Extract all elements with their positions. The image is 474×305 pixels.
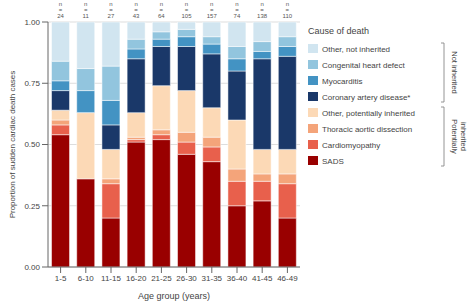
svg-text:Congenital heart defect: Congenital heart defect xyxy=(322,61,406,70)
svg-text:n=157: n=157 xyxy=(207,1,218,19)
svg-text:SADS: SADS xyxy=(322,157,344,166)
svg-text:n=64: n=64 xyxy=(158,1,165,19)
svg-text:21-25: 21-25 xyxy=(151,274,172,283)
svg-text:Not inherited: Not inherited xyxy=(450,51,459,94)
svg-text:46-49: 46-49 xyxy=(277,274,298,283)
svg-text:36-40: 36-40 xyxy=(227,274,248,283)
svg-text:Age group (years): Age group (years) xyxy=(138,291,210,301)
svg-text:0.75: 0.75 xyxy=(24,79,40,88)
svg-text:Thoracic aortic dissection: Thoracic aortic dissection xyxy=(322,125,412,134)
svg-text:n=43: n=43 xyxy=(133,1,140,19)
svg-text:Cardiomyopathy: Cardiomyopathy xyxy=(322,141,380,150)
svg-text:6-10: 6-10 xyxy=(78,274,95,283)
svg-text:1.00: 1.00 xyxy=(24,18,40,27)
svg-text:Myocarditis: Myocarditis xyxy=(322,77,362,86)
svg-text:Other, potentially inherited: Other, potentially inherited xyxy=(322,109,415,118)
svg-text:16-20: 16-20 xyxy=(126,274,147,283)
svg-text:Potentiallyinherited: Potentiallyinherited xyxy=(450,119,466,154)
svg-text:26-30: 26-30 xyxy=(176,274,197,283)
svg-text:11-15: 11-15 xyxy=(101,274,121,283)
svg-text:31-35: 31-35 xyxy=(202,274,223,283)
svg-text:1-5: 1-5 xyxy=(55,274,67,283)
svg-text:n=110: n=110 xyxy=(283,1,293,19)
svg-text:Other, not inherited: Other, not inherited xyxy=(322,45,390,54)
svg-text:n=24: n=24 xyxy=(57,1,64,19)
svg-text:n=105: n=105 xyxy=(182,1,193,19)
svg-text:n=27: n=27 xyxy=(108,1,115,19)
svg-text:0.00: 0.00 xyxy=(24,263,40,272)
svg-text:Cause of death: Cause of death xyxy=(308,26,369,36)
svg-text:41-45: 41-45 xyxy=(252,274,273,283)
svg-text:0.50: 0.50 xyxy=(24,140,40,149)
svg-text:Proportion of sudden cardiac d: Proportion of sudden cardiac death cases xyxy=(8,71,17,219)
svg-text:0.25: 0.25 xyxy=(24,202,40,211)
svg-text:n=74: n=74 xyxy=(234,1,241,19)
svg-text:n=11: n=11 xyxy=(83,1,90,19)
svg-text:n=138: n=138 xyxy=(257,1,268,19)
svg-text:Coronary artery disease*: Coronary artery disease* xyxy=(322,93,410,102)
